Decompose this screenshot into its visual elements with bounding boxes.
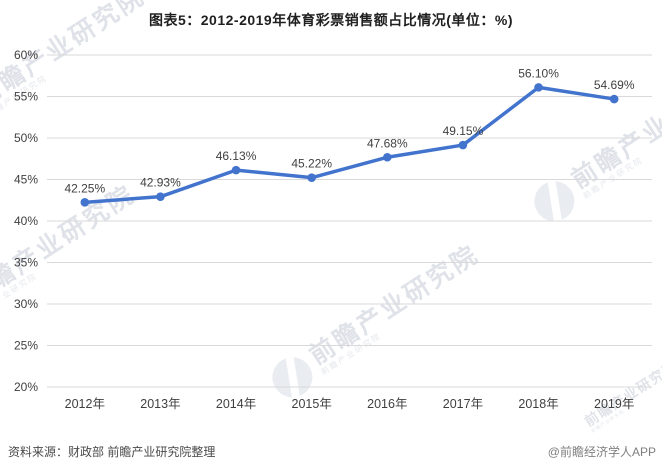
y-tick-label: 20% <box>14 380 38 394</box>
x-tick-label: 2017年 <box>443 397 483 411</box>
x-tick-label: 2013年 <box>140 397 180 411</box>
y-tick-label: 40% <box>14 214 38 228</box>
y-tick-label: 25% <box>14 339 38 353</box>
x-tick-label: 2018年 <box>518 397 558 411</box>
data-point-label: 49.15% <box>443 124 484 138</box>
data-point-label: 56.10% <box>518 66 559 80</box>
chart-title: 图表5：2012-2019年体育彩票销售额占比情况(单位：%) <box>148 12 513 28</box>
data-point-marker <box>231 165 241 175</box>
source-note: 资料来源：财政部 前瞻产业研究院整理 <box>8 445 216 459</box>
data-point-label: 54.69% <box>594 78 635 92</box>
data-point-marker <box>80 198 90 207</box>
data-point-label: 45.22% <box>291 157 332 171</box>
y-tick-label: 45% <box>14 173 38 187</box>
data-point-marker <box>307 173 316 182</box>
series-line <box>83 85 616 205</box>
data-point-label: 46.13% <box>216 149 257 163</box>
data-point-label: 42.93% <box>140 176 181 190</box>
data-point-label: 42.25% <box>64 181 105 195</box>
credit-note: @前瞻经济学人APP <box>547 445 656 459</box>
y-tick-label: 60% <box>14 48 38 62</box>
x-tick-label: 2015年 <box>292 397 332 411</box>
data-point-marker <box>458 140 468 150</box>
x-tick-label: 2016年 <box>367 397 407 411</box>
data-point-marker <box>383 152 392 162</box>
data-point-marker <box>534 83 543 92</box>
y-tick-label: 30% <box>14 297 38 311</box>
y-tick-label: 35% <box>14 256 38 270</box>
y-tick-label: 50% <box>14 131 38 145</box>
data-point-marker <box>156 192 165 201</box>
data-point-label: 47.68% <box>367 136 408 150</box>
x-tick-label: 2012年 <box>65 397 105 411</box>
x-tick-label: 2014年 <box>216 397 256 411</box>
x-tick-label: 2019年 <box>594 397 634 411</box>
y-tick-label: 55% <box>14 90 38 104</box>
data-point-marker <box>609 94 619 104</box>
